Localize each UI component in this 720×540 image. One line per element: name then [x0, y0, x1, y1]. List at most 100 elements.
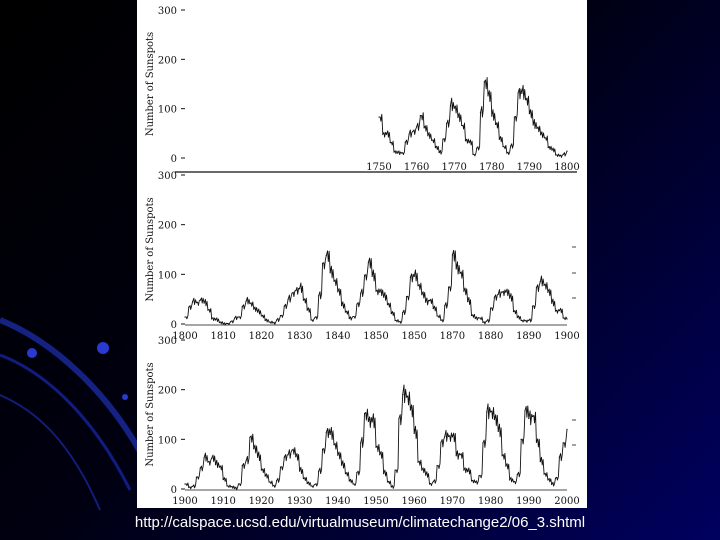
data-point: [419, 114, 421, 117]
x-tick-label: 1960: [401, 496, 426, 507]
data-point: [276, 319, 278, 321]
sunspot-series-line: [185, 249, 568, 326]
data-point: [283, 305, 285, 307]
data-point: [192, 301, 194, 303]
data-point: [421, 469, 423, 471]
data-point: [222, 478, 224, 481]
data-point: [412, 130, 414, 132]
data-point: [356, 303, 358, 305]
x-tick-label: 1900: [172, 496, 197, 507]
data-point: [543, 137, 546, 139]
data-point: [390, 312, 392, 315]
data-point: [447, 286, 450, 288]
data-point: [356, 472, 358, 474]
data-point: [539, 281, 541, 283]
data-point: [509, 479, 511, 481]
data-point: [551, 149, 553, 151]
data-point: [264, 319, 266, 322]
source-url: http://calspace.ucsd.edu/virtualmuseum/c…: [134, 514, 586, 531]
data-point: [554, 477, 557, 479]
data-point: [199, 467, 201, 469]
data-point: [184, 316, 186, 318]
data-point: [517, 92, 519, 94]
data-point: [474, 317, 476, 320]
data-point: [470, 480, 473, 482]
data-point: [400, 152, 403, 154]
data-point: [398, 321, 400, 323]
data-point: [472, 153, 474, 156]
data-point: [260, 315, 262, 317]
data-point: [490, 411, 492, 413]
data-point: [493, 296, 496, 298]
x-tick-label: 1750: [366, 162, 391, 173]
data-point: [512, 310, 515, 313]
data-point: [314, 316, 316, 319]
data-point: [543, 473, 545, 475]
data-point: [555, 154, 557, 156]
data-point: [363, 412, 366, 415]
data-point: [397, 152, 399, 154]
data-point: [382, 133, 384, 135]
data-point: [494, 123, 497, 126]
data-point: [234, 487, 236, 490]
data-point: [310, 319, 312, 321]
data-point: [195, 302, 198, 304]
data-point: [306, 482, 308, 485]
y-tick-label: 200: [158, 55, 177, 66]
data-point: [367, 420, 369, 423]
data-point: [363, 274, 366, 276]
data-point: [528, 319, 530, 322]
y-tick-label: 0: [171, 320, 177, 331]
data-point: [440, 319, 442, 322]
data-point: [497, 293, 499, 295]
x-tick-label: 1920: [249, 496, 274, 507]
data-point: [199, 299, 201, 301]
x-tick-label: 1850: [363, 331, 388, 342]
data-point: [341, 464, 343, 466]
data-point: [405, 296, 408, 298]
data-point: [405, 396, 408, 398]
data-point: [318, 470, 320, 472]
data-point: [502, 146, 504, 148]
data-point: [455, 455, 457, 457]
data-point: [532, 305, 534, 307]
data-point: [195, 476, 198, 478]
data-point: [536, 127, 538, 129]
data-point: [431, 139, 433, 141]
data-point: [425, 474, 427, 476]
data-point: [562, 317, 564, 319]
data-point: [498, 138, 500, 140]
data-point: [234, 317, 236, 319]
y-axis-label: Number of Sunspots: [145, 362, 156, 466]
data-point: [318, 295, 320, 297]
data-point: [348, 480, 350, 482]
data-point: [520, 319, 522, 322]
data-point: [230, 320, 232, 323]
data-point: [463, 290, 465, 292]
data-point: [528, 417, 530, 420]
data-point: [543, 284, 545, 286]
data-point: [360, 442, 362, 444]
data-point: [512, 481, 515, 483]
data-point: [222, 323, 224, 325]
data-point: [455, 268, 457, 270]
data-point: [333, 280, 335, 282]
y-tick-label: 0: [171, 485, 177, 496]
data-point: [241, 465, 243, 467]
x-tick-label: 1970: [440, 496, 465, 507]
data-point: [551, 483, 553, 486]
x-tick-label: 1940: [325, 496, 350, 507]
y-tick-label: 300: [158, 171, 177, 182]
data-point: [506, 152, 508, 154]
data-point: [360, 292, 362, 294]
data-point: [558, 309, 560, 312]
data-point: [378, 116, 380, 118]
x-tick-label: 1800: [172, 331, 197, 342]
data-point: [348, 317, 350, 320]
data-point: [413, 275, 415, 277]
data-point: [464, 140, 467, 142]
data-point: [483, 81, 485, 83]
data-point: [283, 456, 285, 458]
data-point: [436, 315, 438, 317]
data-point: [386, 304, 389, 306]
